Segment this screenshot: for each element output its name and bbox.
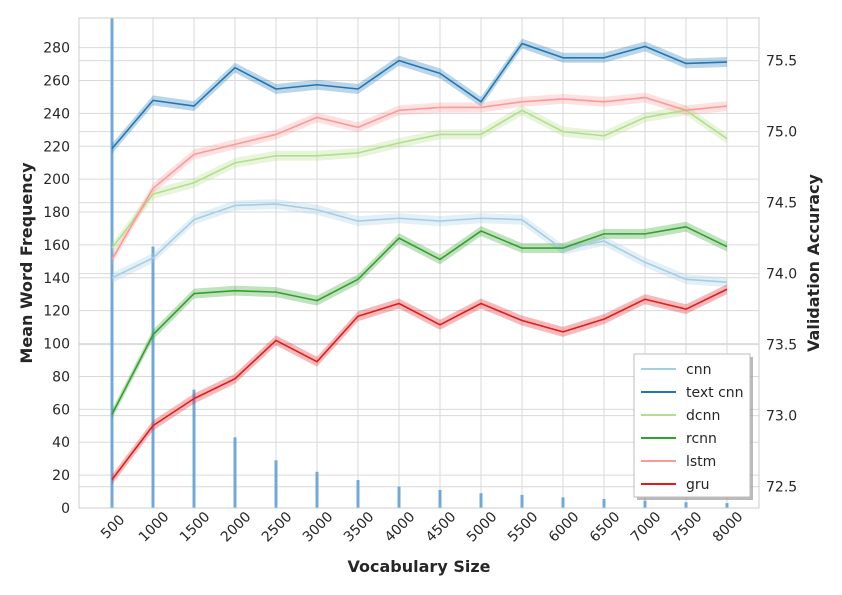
- band-lstm: [112, 92, 727, 265]
- left-tick-label: 260: [43, 73, 70, 89]
- right-tick-label: 72.5: [766, 480, 797, 496]
- bar-2500: [274, 460, 278, 508]
- bar-4500: [438, 489, 442, 508]
- legend-label-rcnn: rcnn: [686, 431, 717, 447]
- line-gru: [111, 288, 728, 481]
- left-tick-label: 120: [43, 304, 70, 320]
- band-text-cnn: [112, 38, 727, 154]
- right-tick-label: 74.5: [766, 196, 797, 212]
- left-tick-label: 220: [43, 139, 70, 155]
- left-axis-title: Mean Word Frequency: [17, 162, 36, 364]
- bar-5500: [520, 494, 524, 508]
- x-tick-label: 500: [98, 512, 128, 542]
- left-tick-label: 160: [43, 238, 70, 254]
- x-tick-label: 7500: [669, 509, 706, 546]
- band-cnn: [112, 199, 727, 288]
- legend-label-lstm: lstm: [686, 454, 716, 470]
- line-text-cnn: [111, 42, 728, 150]
- bar-2000: [233, 437, 237, 508]
- bars: [110, 18, 729, 508]
- right-tick-label: 75.5: [766, 54, 797, 70]
- left-axis-ticks: 0 20 40 60 80 100 120 140 160 180 200 220 240 260 280: [43, 41, 70, 517]
- x-tick-label: 8000: [710, 509, 747, 546]
- line-dcnn: [111, 109, 728, 249]
- x-tick-label: 5500: [505, 509, 542, 546]
- legend-label-dcnn: dcnn: [686, 408, 720, 424]
- band-dcnn: [112, 105, 727, 254]
- line-rcnn: [111, 225, 728, 415]
- right-axis-ticks: 72.5 73.0 73.5 74.0 74.5 75.0 75.5: [766, 54, 797, 496]
- legend-box: [633, 353, 751, 498]
- right-axis-title: Validation Accuracy: [804, 173, 823, 352]
- bar-4000: [397, 486, 401, 508]
- bar-6000: [561, 497, 565, 508]
- left-tick-label: 20: [52, 468, 70, 484]
- left-tick-label: 200: [43, 172, 70, 188]
- x-axis-ticks: 500 1000 1500 2000 2500 3000 3500 4000 4500 5000 5…: [98, 509, 746, 546]
- x-tick-label: 4500: [423, 509, 460, 546]
- left-tick-label: 0: [61, 501, 70, 517]
- legend-label-cnn: cnn: [686, 362, 711, 378]
- left-tick-label: 100: [43, 337, 70, 353]
- series-lines: [111, 42, 728, 481]
- x-tick-label: 3000: [300, 509, 337, 546]
- left-tick-label: 40: [52, 435, 70, 451]
- x-tick-label: 2500: [259, 509, 296, 546]
- left-tick-label: 80: [52, 369, 70, 385]
- x-tick-label: 1500: [177, 509, 214, 546]
- left-tick-label: 240: [43, 106, 70, 122]
- x-tick-label: 7000: [628, 509, 665, 546]
- line-lstm: [111, 96, 728, 260]
- left-tick-label: 60: [52, 402, 70, 418]
- plot-frame: [78, 17, 760, 509]
- x-tick-label: 5000: [464, 509, 501, 546]
- bar-7000: [643, 500, 647, 508]
- legend: cnn text cnn dcnn rcnn lstm gru: [633, 353, 753, 500]
- bar-3000: [315, 471, 319, 508]
- left-tick-label: 180: [43, 205, 70, 221]
- bar-1000: [151, 246, 155, 508]
- x-tick-label: 1000: [136, 509, 173, 546]
- line-cnn: [111, 203, 728, 283]
- right-tick-label: 73.0: [766, 409, 797, 425]
- left-tick-label: 280: [43, 41, 70, 57]
- bar-8000: [725, 503, 729, 508]
- legend-label-text-cnn: text cnn: [686, 385, 744, 401]
- x-tick-label: 2000: [218, 509, 255, 546]
- legend-label-gru: gru: [686, 477, 710, 493]
- bar-5000: [479, 493, 483, 508]
- x-axis-title: Vocabulary Size: [348, 557, 491, 576]
- x-tick-label: 3500: [341, 509, 378, 546]
- bar-3500: [356, 480, 360, 508]
- x-tick-label: 6000: [546, 509, 583, 546]
- bar-500: [110, 18, 114, 508]
- x-tick-label: 4000: [382, 509, 419, 546]
- x-tick-label: 6500: [587, 509, 624, 546]
- right-tick-label: 74.0: [766, 267, 797, 283]
- bar-6500: [602, 498, 606, 508]
- bar-1500: [192, 389, 196, 508]
- right-tick-label: 73.5: [766, 338, 797, 354]
- left-tick-label: 140: [43, 271, 70, 287]
- right-tick-label: 75.0: [766, 125, 797, 141]
- bar-7500: [684, 502, 688, 508]
- legend-items: cnn text cnn dcnn rcnn lstm gru: [641, 362, 744, 493]
